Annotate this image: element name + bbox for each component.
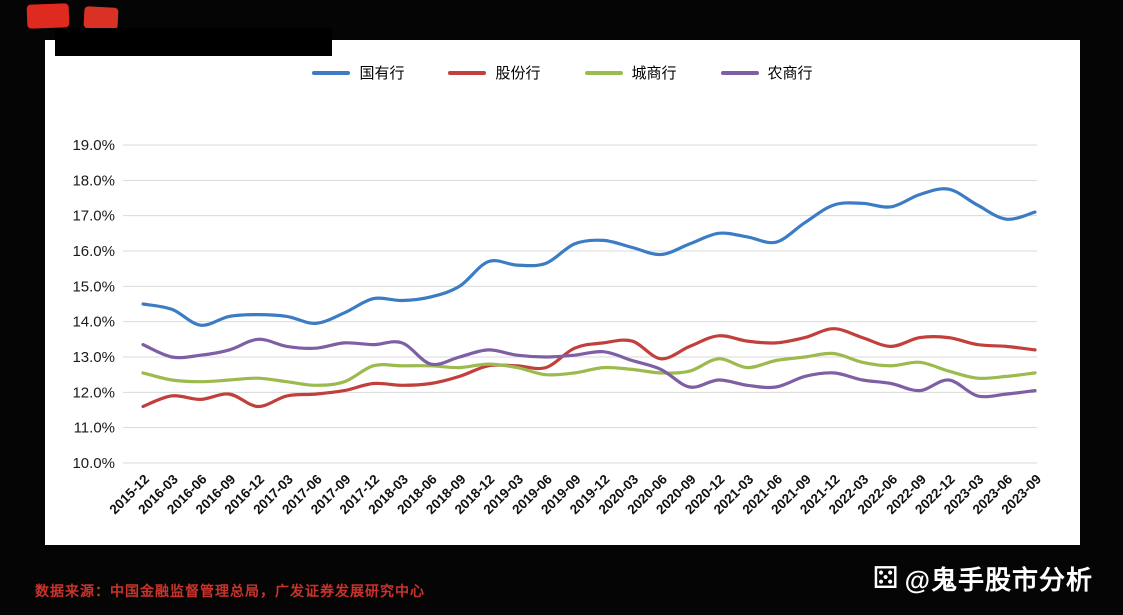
dice-icon: ⚄	[872, 561, 899, 595]
series-line-股份行	[141, 327, 1037, 409]
watermark-text: @鬼手股市分析	[904, 565, 1093, 595]
redaction-mark-1	[26, 3, 70, 29]
legend-item-city-commercial-banks: 城商行	[584, 62, 677, 83]
y-tick-label: 10.0%	[72, 455, 115, 472]
legend-item-rural-commercial-banks: 农商行	[720, 62, 813, 83]
legend-label-rural-commercial: 农商行	[767, 65, 813, 82]
legend-label-joint-stock: 股份行	[495, 65, 541, 82]
series-line-农商行	[141, 337, 1037, 399]
watermark: ⚄ @鬼手股市分析	[873, 560, 1093, 597]
y-tick-label: 19.0%	[72, 137, 115, 154]
legend-item-state-owned-banks: 国有行	[312, 62, 404, 83]
y-tick-label: 18.0%	[72, 172, 115, 189]
legend-swatch-city-commercial	[584, 70, 623, 75]
series-line-国有行	[141, 187, 1037, 327]
y-tick-label: 11.0%	[74, 420, 115, 437]
y-tick-label: 13.0%	[72, 349, 115, 366]
series-line-城商行	[141, 351, 1037, 387]
y-tick-label: 14.0%	[72, 314, 115, 331]
legend-swatch-joint-stock	[448, 70, 487, 75]
redaction-bar	[55, 28, 332, 56]
y-tick-label: 12.0%	[72, 384, 115, 401]
line-chart: 19.0% 18.0% 17.0% 16.0% 15.0% 14.0% 13.0% 12.0%…	[72, 137, 1044, 517]
y-tick-label: 17.0%	[72, 208, 115, 225]
chart-card: 19.0% 18.0% 17.0% 16.0% 15.0% 14.0% 13.0% 12.0%…	[45, 40, 1080, 545]
legend-label-city-commercial: 城商行	[631, 65, 677, 82]
y-tick-label: 15.0%	[72, 278, 115, 295]
legend-swatch-rural-commercial	[720, 70, 759, 75]
data-source-note: 数据来源：中国金融监督管理总局，广发证券发展研究中心	[35, 583, 425, 599]
legend-label-state-owned: 国有行	[359, 65, 405, 82]
redaction-mark-2	[83, 6, 119, 30]
legend-item-joint-stock-banks: 股份行	[448, 62, 541, 83]
legend-swatch-state-owned	[312, 70, 351, 75]
chart-legend: 国有行 股份行 城商行 农商行	[45, 62, 1080, 83]
y-tick-label: 16.0%	[72, 243, 115, 260]
